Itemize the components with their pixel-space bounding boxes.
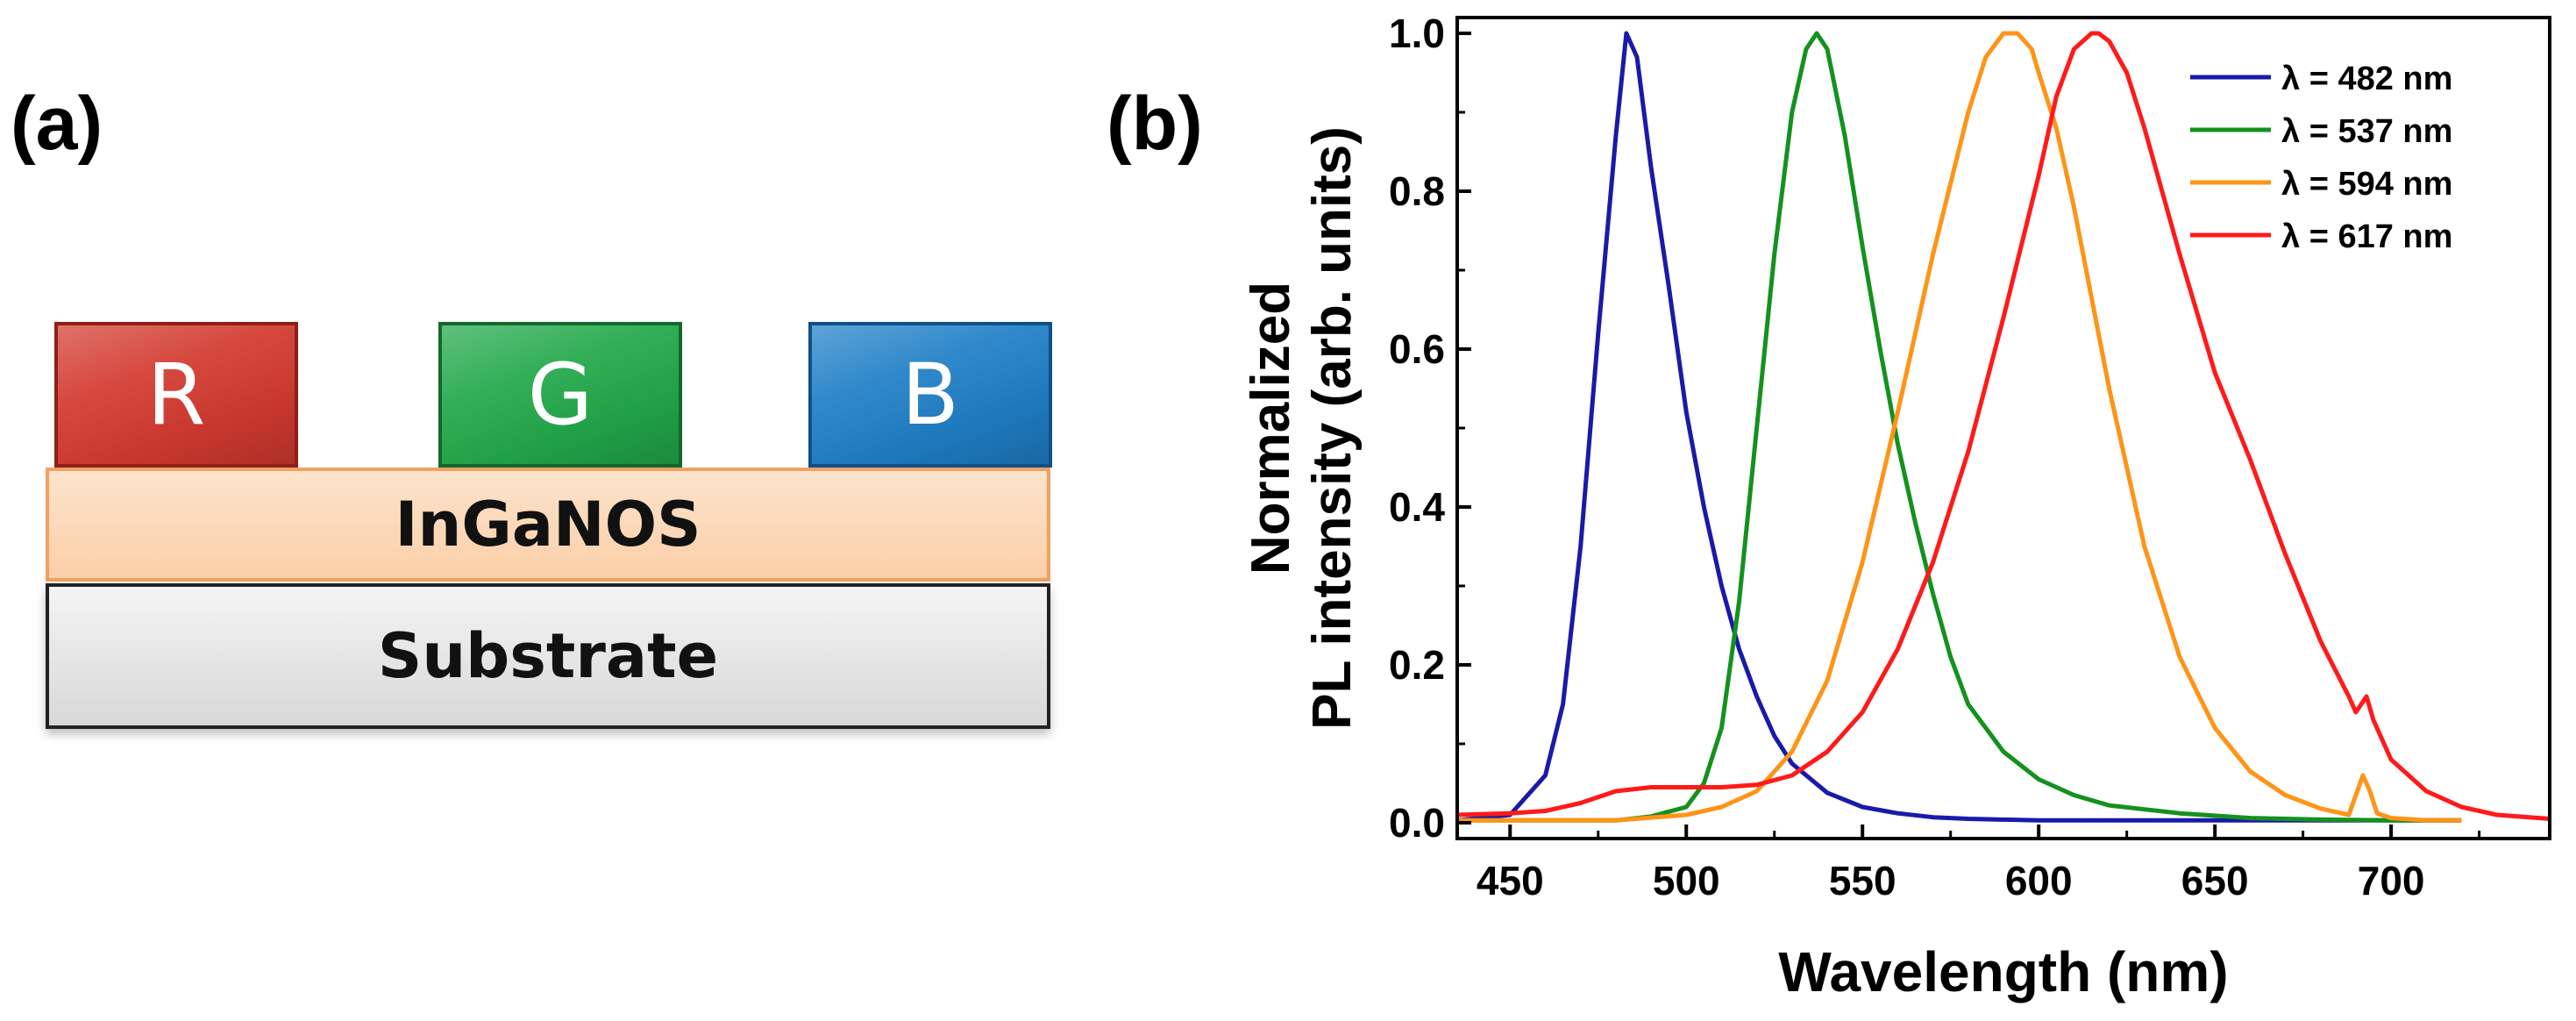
green-pixel-label: G bbox=[527, 346, 594, 444]
green-pixel-shading bbox=[442, 325, 679, 464]
series-layer bbox=[1457, 31, 2550, 823]
legend-entry-0: λ = 482 nm bbox=[2281, 61, 2452, 97]
substrate-layer-label: Substrate bbox=[377, 620, 719, 692]
series-line-0 bbox=[1457, 31, 2462, 823]
y-axis-label-line1: Normalized bbox=[1241, 282, 1301, 575]
red-pixel-shading bbox=[58, 325, 295, 464]
panel-b-label: (b) bbox=[1107, 82, 1203, 166]
y-tick-label-2: 0.4 bbox=[1389, 484, 1445, 530]
blue-pixel-block: B bbox=[808, 322, 1052, 468]
y-tick-label-5: 1.0 bbox=[1389, 11, 1445, 56]
legend: λ = 482 nm λ = 537 nm λ = 594 nm λ = 617 nm bbox=[2190, 61, 2452, 255]
x-tick-label-1: 500 bbox=[1653, 858, 1720, 903]
x-axis-label: Wavelength (nm) bbox=[1778, 940, 2228, 1003]
green-pixel-block: G bbox=[438, 322, 682, 468]
x-tick-label-0: 450 bbox=[1477, 858, 1544, 903]
y-axis-label-line2: PL intensity (arb. units) bbox=[1302, 126, 1363, 730]
legend-entry-1: λ = 537 nm bbox=[2281, 113, 2452, 150]
x-tick-label-5: 700 bbox=[2358, 858, 2425, 903]
x-tick-label-4: 650 bbox=[2181, 858, 2249, 903]
y-tick-label-3: 0.6 bbox=[1389, 326, 1445, 372]
blue-pixel-shading bbox=[812, 325, 1049, 464]
legend-entry-2: λ = 594 nm bbox=[2281, 166, 2452, 203]
series-line-2 bbox=[1457, 31, 2462, 823]
y-tick-label-1: 0.2 bbox=[1389, 642, 1445, 688]
ticks-layer: 450 500 550 600 650 700 0.0 0.2 0.4 0.6 0.8 1.0 bbox=[1389, 11, 2481, 903]
series-line-3 bbox=[1457, 31, 2550, 821]
x-tick-label-3: 600 bbox=[2005, 858, 2073, 903]
ingan-layer-label: InGaNOS bbox=[395, 489, 701, 560]
series-line-1 bbox=[1457, 31, 2462, 823]
red-pixel-block: R bbox=[54, 322, 298, 468]
red-pixel-label: R bbox=[146, 346, 206, 444]
pl-spectra-chart: 450 500 550 600 650 700 0.0 0.2 0.4 0.6 0.8 1.0 λ =… bbox=[1241, 11, 2551, 1003]
substrate-layer: Substrate bbox=[46, 583, 1050, 729]
y-tick-label-4: 0.8 bbox=[1389, 168, 1445, 214]
x-tick-label-2: 550 bbox=[1829, 858, 1896, 903]
panel-a-label: (a) bbox=[11, 82, 103, 166]
legend-entry-3: λ = 617 nm bbox=[2281, 218, 2452, 255]
ingan-layer: InGaNOS bbox=[46, 468, 1050, 582]
blue-pixel-label: B bbox=[901, 346, 959, 444]
y-tick-label-0: 0.0 bbox=[1389, 800, 1445, 846]
